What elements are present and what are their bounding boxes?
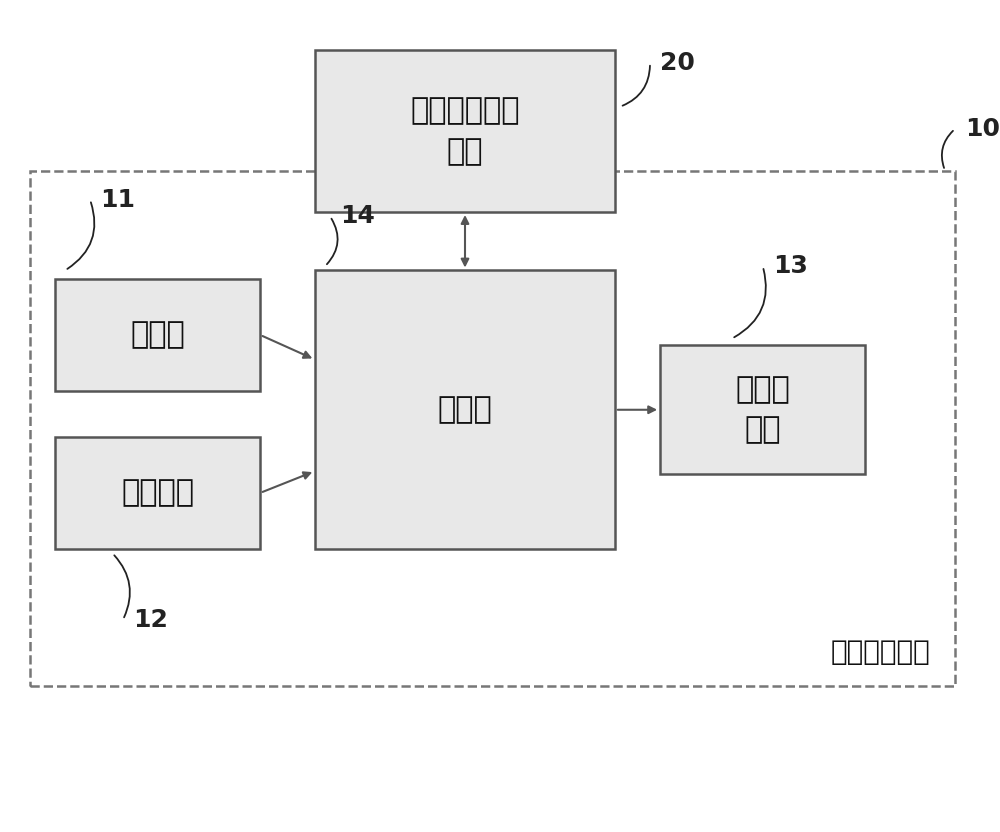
Bar <box>315 50 615 212</box>
Text: 阻抗检测系统: 阻抗检测系统 <box>830 637 930 666</box>
Text: 13: 13 <box>773 255 808 278</box>
Bar <box>315 270 615 549</box>
Text: 供电模块: 供电模块 <box>121 478 194 508</box>
Text: 蓝牙数据传输
模块: 蓝牙数据传输 模块 <box>410 97 520 166</box>
Text: 12: 12 <box>133 608 168 631</box>
Bar <box>30 171 955 686</box>
Bar <box>55 437 260 549</box>
Text: 11: 11 <box>100 188 135 211</box>
Bar <box>660 345 865 474</box>
Text: 20: 20 <box>660 51 695 75</box>
Text: 10: 10 <box>965 117 1000 141</box>
Text: 主控板: 主控板 <box>438 395 492 424</box>
Text: 干电极: 干电极 <box>130 320 185 349</box>
Bar <box>55 279 260 391</box>
Text: 指示灯
模块: 指示灯 模块 <box>735 375 790 444</box>
Text: 14: 14 <box>340 205 375 228</box>
